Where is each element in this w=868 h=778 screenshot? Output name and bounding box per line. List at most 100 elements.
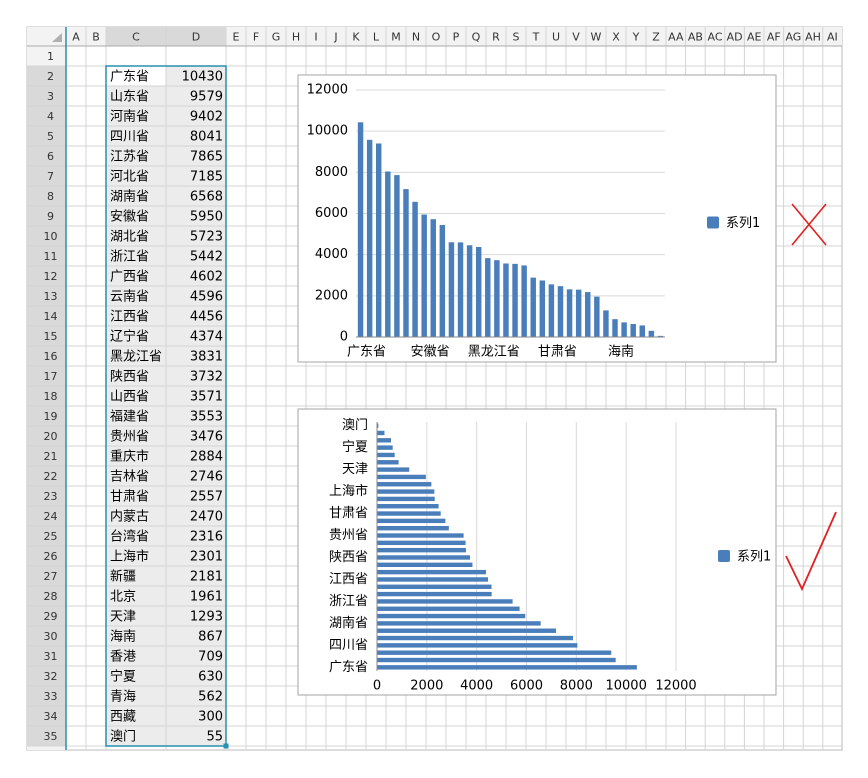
column-header: A — [72, 31, 80, 44]
cell-number: 7865 — [190, 150, 223, 165]
bar — [377, 555, 470, 560]
x-tick-label: 黑龙江省 — [468, 345, 520, 360]
chart: 0 2000 4000 6000 8000 10000 12000 广东省 安徽省 黑龙江省 甘肃省… — [297, 74, 777, 363]
bar — [377, 591, 492, 597]
bar — [377, 525, 449, 531]
row-header: 14 — [44, 310, 58, 323]
bar — [377, 599, 513, 604]
row-header: 16 — [44, 350, 58, 363]
cell-text: 陕西省 — [110, 370, 149, 385]
column-header: AC — [707, 31, 722, 44]
cell-number: 7185 — [190, 170, 223, 185]
bar — [377, 613, 526, 619]
legend-label: 系列1 — [726, 216, 760, 231]
legend-swatch — [707, 216, 719, 229]
cell-number: 8041 — [190, 130, 223, 145]
bar — [377, 547, 466, 553]
cell-text: 澳门 — [110, 729, 136, 745]
cell-number: 5950 — [190, 210, 223, 225]
x-tick-label: 0 — [373, 679, 381, 694]
cell-text: 贵州省 — [110, 430, 149, 445]
cell-text: 上海市 — [110, 549, 149, 565]
column-header: F — [253, 31, 259, 44]
column-header: I — [314, 31, 317, 44]
cell-number: 630 — [198, 670, 223, 685]
row-header: 25 — [44, 530, 58, 543]
y-tick-label: 6000 — [315, 206, 348, 221]
cell-text: 北京 — [110, 590, 136, 605]
row-header: 24 — [44, 510, 58, 523]
row-header: 18 — [44, 390, 58, 403]
cell-text: 四川省 — [110, 130, 149, 145]
row-header: 10 — [44, 230, 58, 243]
row-header: 31 — [44, 650, 58, 663]
row-header: 21 — [44, 450, 58, 463]
cell-text: 广东省 — [110, 70, 149, 85]
cell-text: 天津 — [110, 610, 136, 625]
x-tick-label: 2000 — [410, 679, 443, 694]
cell-number: 2470 — [190, 510, 223, 525]
row-header: 6 — [47, 150, 54, 163]
cell-number: 3476 — [190, 430, 223, 445]
row-header: 13 — [44, 290, 58, 303]
column-header: J — [333, 31, 337, 44]
bar — [412, 201, 418, 337]
y-tick-label: 4000 — [315, 247, 348, 262]
bar — [377, 533, 464, 538]
cell-number: 2316 — [190, 530, 223, 545]
y-tick-label: 上海市 — [329, 483, 368, 499]
x-tick-label: 甘肃省 — [538, 345, 577, 360]
y-tick-label: 0 — [340, 330, 348, 345]
column-header: AA — [668, 31, 684, 44]
column-header: O — [432, 31, 441, 44]
cell-number: 4602 — [190, 270, 223, 285]
bar — [585, 292, 591, 337]
bar — [377, 650, 612, 655]
column-header: T — [532, 31, 540, 44]
bar — [377, 635, 573, 641]
y-tick-label: 12000 — [307, 83, 348, 98]
row-header: 27 — [44, 570, 58, 583]
cell-number: 3732 — [190, 370, 223, 385]
bar — [377, 540, 466, 546]
legend-swatch — [718, 550, 730, 562]
column-header: B — [92, 31, 100, 44]
bar — [377, 496, 435, 502]
cell-number: 55 — [206, 730, 223, 745]
y-tick-label: 贵州省 — [329, 528, 368, 543]
bar — [377, 569, 486, 575]
bar — [485, 258, 491, 337]
select-all — [52, 33, 62, 42]
cell-number: 3831 — [190, 350, 223, 365]
row-header: 29 — [44, 610, 58, 623]
cell-number: 2884 — [190, 450, 223, 465]
bar — [377, 423, 379, 428]
cell-text: 广西省 — [110, 270, 149, 285]
bar — [377, 489, 435, 494]
bar — [403, 189, 409, 337]
cell-number: 9579 — [190, 90, 223, 105]
column-header: AB — [688, 31, 703, 44]
bar — [377, 460, 399, 465]
cell-text: 新疆 — [110, 569, 136, 585]
bar — [394, 175, 400, 337]
column-header: H — [292, 31, 300, 44]
bar — [603, 310, 609, 337]
selection-border — [105, 65, 227, 747]
cell-number: 300 — [198, 710, 223, 725]
bar — [503, 263, 509, 337]
cell-text: 西藏 — [110, 710, 136, 725]
bar — [612, 319, 618, 337]
column-header: Z — [652, 31, 660, 44]
cell-text: 香港 — [110, 650, 136, 665]
cell-number: 3553 — [190, 410, 223, 425]
row-header: 34 — [44, 710, 58, 723]
cell-text: 河南省 — [110, 109, 149, 125]
cell-number: 2181 — [190, 570, 223, 585]
column-header: E — [233, 31, 240, 44]
bar — [548, 284, 555, 337]
column-header: AH — [805, 31, 821, 44]
cell-text: 山东省 — [110, 90, 149, 105]
column-header: K — [352, 31, 360, 44]
